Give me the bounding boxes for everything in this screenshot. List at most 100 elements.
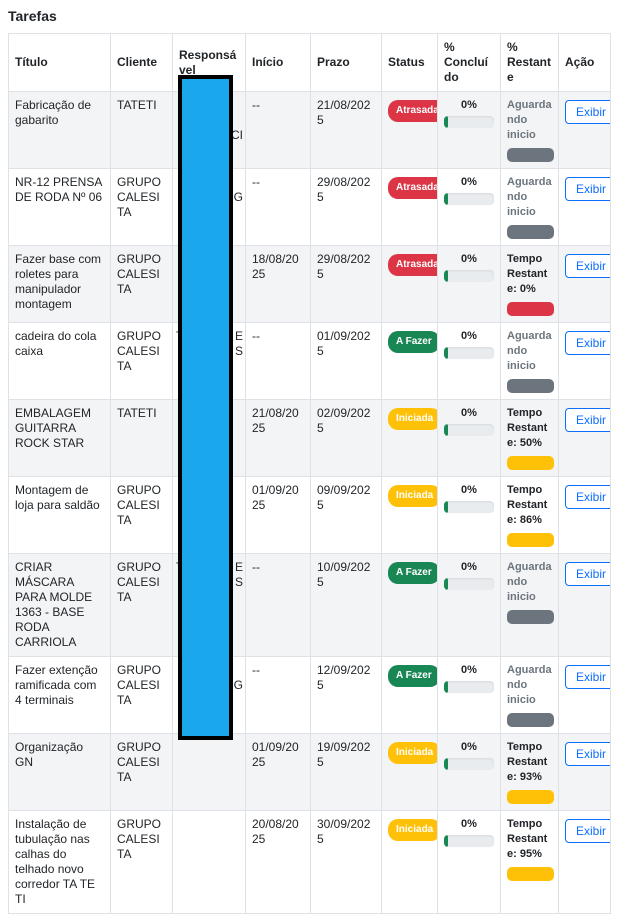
cell-acao: Exibir — [558, 553, 611, 657]
cell-acao: Exibir — [558, 322, 611, 400]
cell-inicio: -- — [245, 553, 311, 657]
exibir-button[interactable]: Exibir — [565, 100, 610, 124]
concluido-percent-label: 0% — [461, 484, 477, 496]
cell-status: Iniciada — [381, 810, 438, 914]
exibir-button[interactable]: Exibir — [565, 254, 610, 278]
cell-titulo: Organização GN — [8, 733, 111, 811]
column-header-6: % Concluído — [437, 33, 501, 92]
responsavel-fragment: G — [233, 190, 243, 204]
concluido-percent-label: 0% — [461, 176, 477, 188]
concluido-percent-label: 0% — [461, 407, 477, 419]
concluido-progress-fill — [444, 193, 448, 205]
status-badge: A Fazer — [388, 665, 437, 687]
concluido-progress-bar — [444, 116, 494, 128]
status-badge: Iniciada — [388, 485, 437, 507]
cell-cliente: GRUPO CALESITA — [110, 322, 173, 400]
cell-concluido: 0% — [437, 476, 501, 554]
concluido-percent-label: 0% — [461, 818, 477, 830]
concluido-progress-bar — [444, 270, 494, 282]
cell-cliente: TATETI — [110, 399, 173, 477]
cell-titulo: cadeira do cola caixa — [8, 322, 111, 400]
cell-restante: Tempo Restante: 93% — [500, 733, 559, 811]
restante-bar — [507, 148, 554, 162]
cell-titulo: Instalação de tubulação nas calhas do te… — [8, 810, 111, 914]
exibir-button[interactable]: Exibir — [565, 331, 610, 355]
exibir-button[interactable]: Exibir — [565, 408, 610, 432]
cell-cliente: GRUPO CALESITA — [110, 553, 173, 657]
exibir-button[interactable]: Exibir — [565, 819, 610, 843]
cell-concluido: 0% — [437, 91, 501, 169]
cell-concluido: 0% — [437, 656, 501, 734]
responsavel-fragment: E — [234, 329, 243, 343]
page-title: Tarefas — [8, 8, 57, 24]
cell-acao: Exibir — [558, 245, 611, 323]
concluido-progress-bar — [444, 424, 494, 436]
cell-cliente: GRUPO CALESITA — [110, 733, 173, 811]
concluido-progress-bar — [444, 578, 494, 590]
exibir-button[interactable]: Exibir — [565, 177, 610, 201]
cell-cliente: GRUPO CALESITA — [110, 476, 173, 554]
concluido-percent-label: 0% — [461, 741, 477, 753]
column-header-3: Início — [245, 33, 311, 92]
cell-prazo: 01/09/2025 — [310, 322, 382, 400]
cell-titulo: NR-12 PRENSA DE RODA Nº 06 — [8, 168, 111, 246]
cell-acao: Exibir — [558, 91, 611, 169]
column-header-5: Status — [381, 33, 438, 92]
cell-restante: Aguardando inicio — [500, 322, 559, 400]
concluido-progress-fill — [444, 270, 448, 282]
restante-bar — [507, 790, 554, 804]
restante-label: Aguardando inicio — [507, 176, 552, 218]
responsavel-fragment: E — [234, 560, 243, 574]
exibir-button[interactable]: Exibir — [565, 742, 610, 766]
table-row: NR-12 PRENSA DE RODA Nº 06 GRUPO CALESITA… — [8, 168, 611, 246]
cell-concluido: 0% — [437, 399, 501, 477]
cell-prazo: 09/09/2025 — [310, 476, 382, 554]
cell-acao: Exibir — [558, 810, 611, 914]
cell-status: Iniciada — [381, 476, 438, 554]
cell-inicio: -- — [245, 656, 311, 734]
cell-prazo: 29/08/2025 — [310, 245, 382, 323]
cell-cliente: GRUPO CALESITA — [110, 245, 173, 323]
cell-titulo: Fazer base com roletes para manipulador … — [8, 245, 111, 323]
cell-concluido: 0% — [437, 322, 501, 400]
column-header-7: % Restante — [500, 33, 559, 92]
cell-status: Iniciada — [381, 733, 438, 811]
table-header-row: Título Cliente Responsável Início Prazo Statu… — [8, 33, 611, 92]
restante-bar — [507, 867, 554, 881]
concluido-percent-label: 0% — [461, 561, 477, 573]
cell-restante: Aguardando inicio — [500, 91, 559, 169]
restante-label: Tempo Restante: 50% — [507, 407, 548, 449]
exibir-button[interactable]: Exibir — [565, 485, 610, 509]
cell-acao: Exibir — [558, 399, 611, 477]
restante-label: Aguardando inicio — [507, 330, 552, 372]
concluido-progress-bar — [444, 347, 494, 359]
concluido-progress-bar — [444, 758, 494, 770]
cell-prazo: 30/09/2025 — [310, 810, 382, 914]
concluido-progress-bar — [444, 501, 494, 513]
cell-status: Atrasada — [381, 168, 438, 246]
cell-restante: Tempo Restante: 86% — [500, 476, 559, 554]
cell-restante: Aguardando inicio — [500, 553, 559, 657]
cell-inicio: -- — [245, 168, 311, 246]
exibir-button[interactable]: Exibir — [565, 665, 610, 689]
status-badge: A Fazer — [388, 562, 437, 584]
cell-acao: Exibir — [558, 168, 611, 246]
concluido-progress-fill — [444, 578, 448, 590]
cell-titulo: CRIAR MÁSCARA PARA MOLDE 1363 - BASE ROD… — [8, 553, 111, 657]
exibir-button[interactable]: Exibir — [565, 562, 610, 586]
table-row: EMBALAGEM GUITARRA ROCK STAR TATETI 21/08/… — [8, 399, 611, 477]
cell-restante: Tempo Restante: 0% — [500, 245, 559, 323]
cell-inicio: 18/08/2025 — [245, 245, 311, 323]
restante-label: Aguardando inicio — [507, 99, 552, 141]
cell-cliente: GRUPO CALESITA — [110, 168, 173, 246]
cell-prazo: 12/09/2025 — [310, 656, 382, 734]
table-row: Instalação de tubulação nas calhas do te… — [8, 810, 611, 914]
restante-bar — [507, 610, 554, 624]
concluido-progress-bar — [444, 835, 494, 847]
column-header-4: Prazo — [310, 33, 382, 92]
restante-label: Aguardando inicio — [507, 664, 552, 706]
cell-titulo: EMBALAGEM GUITARRA ROCK STAR — [8, 399, 111, 477]
cell-status: A Fazer — [381, 322, 438, 400]
concluido-progress-fill — [444, 424, 448, 436]
redaction-overlay — [178, 75, 233, 740]
